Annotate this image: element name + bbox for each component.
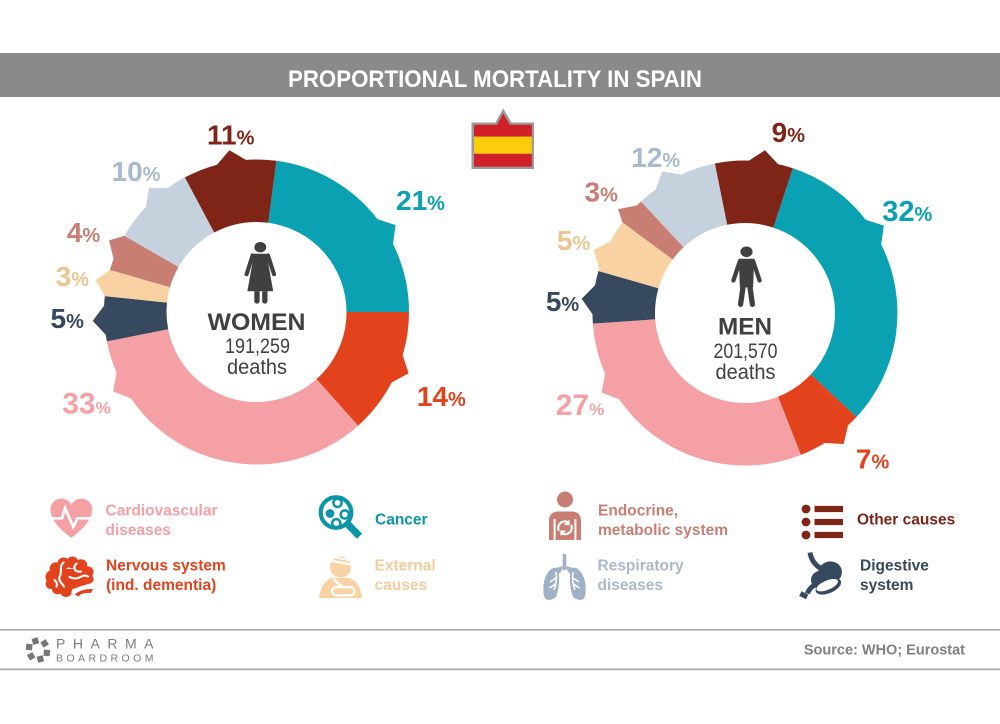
svg-text:WOMEN: WOMEN	[208, 309, 306, 336]
svg-text:21%: 21%	[396, 185, 445, 216]
svg-text:10%: 10%	[112, 156, 161, 187]
svg-text:201,570: 201,570	[714, 340, 778, 363]
svg-text:system: system	[860, 577, 913, 594]
svg-text:11%: 11%	[207, 120, 255, 151]
svg-text:deaths: deaths	[227, 356, 287, 379]
svg-text:5%: 5%	[51, 303, 85, 334]
svg-text:Endocrine,: Endocrine,	[598, 503, 678, 520]
svg-text:33%: 33%	[62, 388, 111, 421]
svg-text:causes: causes	[375, 577, 428, 594]
svg-text:deaths: deaths	[716, 361, 776, 384]
svg-text:Other causes: Other causes	[857, 512, 955, 529]
svg-text:Respiratory: Respiratory	[598, 558, 685, 575]
svg-text:12%: 12%	[631, 142, 680, 173]
svg-text:PROPORTIONAL MORTALITY IN SPAI: PROPORTIONAL MORTALITY IN SPAIN	[288, 66, 702, 93]
svg-text:(ind. dementia): (ind. dementia)	[106, 577, 216, 594]
svg-text:Cancer: Cancer	[375, 512, 428, 529]
svg-text:Cardiovascular: Cardiovascular	[106, 503, 218, 520]
svg-text:Source: WHO; Eurostat: Source: WHO; Eurostat	[804, 643, 965, 659]
svg-text:BOARDROOM: BOARDROOM	[56, 653, 154, 665]
svg-text:3%: 3%	[56, 261, 90, 292]
svg-text:4%: 4%	[67, 217, 101, 248]
svg-text:PHARMA: PHARMA	[56, 636, 154, 652]
svg-text:Nervous system: Nervous system	[106, 558, 226, 575]
svg-text:32%: 32%	[882, 196, 932, 228]
svg-text:9%: 9%	[772, 117, 806, 148]
svg-text:5%: 5%	[546, 286, 580, 317]
svg-text:diseases: diseases	[598, 577, 664, 594]
svg-text:7%: 7%	[856, 443, 890, 474]
svg-text:External: External	[375, 558, 436, 575]
svg-text:Digestive: Digestive	[860, 558, 929, 575]
svg-text:3%: 3%	[585, 177, 619, 208]
svg-text:27%: 27%	[556, 389, 605, 422]
svg-text:14%: 14%	[417, 381, 466, 412]
svg-text:diseases: diseases	[106, 522, 172, 539]
svg-text:metabolic system: metabolic system	[598, 522, 728, 539]
svg-text:191,259: 191,259	[225, 335, 290, 358]
svg-text:5%: 5%	[557, 225, 591, 256]
svg-text:MEN: MEN	[718, 314, 772, 341]
